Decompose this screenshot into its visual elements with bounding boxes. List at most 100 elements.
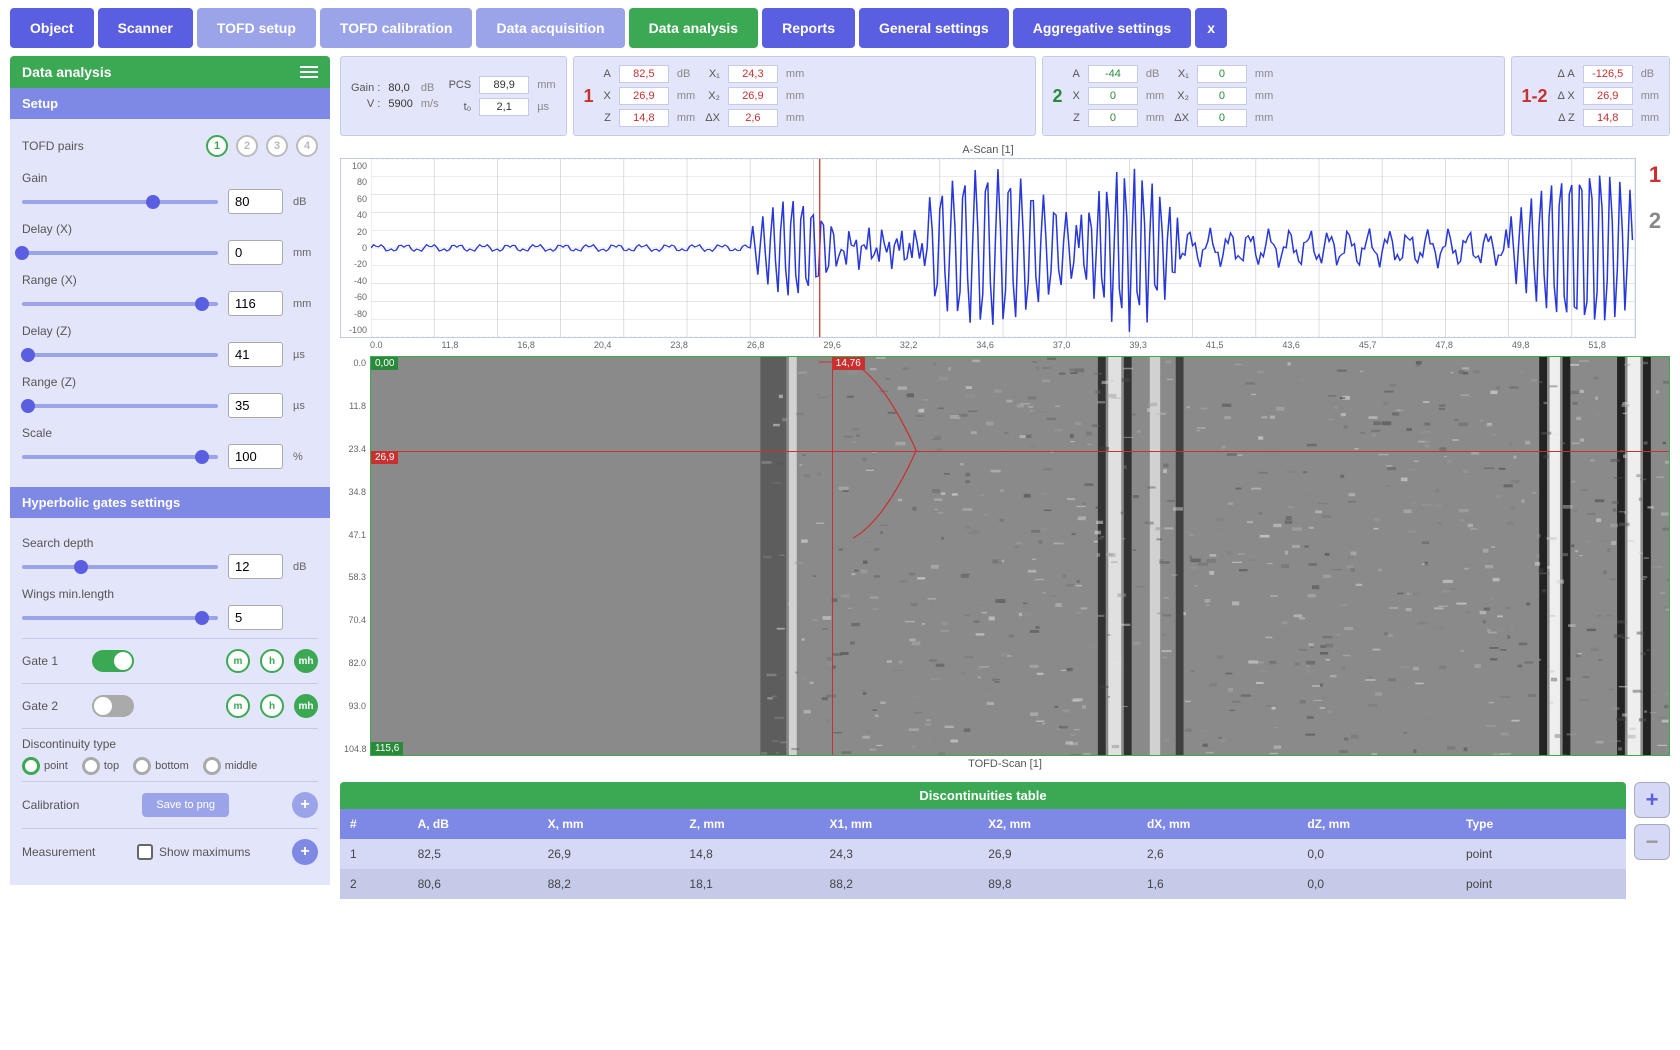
range_x-slider[interactable]	[22, 302, 218, 306]
disc-point-radio[interactable]	[22, 757, 40, 775]
set1-X: 26,9	[619, 87, 669, 105]
v-unit: m/s	[421, 98, 439, 110]
table-remove-button[interactable]: −	[1634, 824, 1670, 860]
table-row[interactable]: 280,688,218,188,289,81,60,0point	[340, 869, 1626, 899]
table-header	[1575, 809, 1626, 839]
nav-reports[interactable]: Reports	[762, 8, 855, 48]
nav-general-settings[interactable]: General settings	[859, 8, 1009, 48]
search-depth-input[interactable]	[228, 554, 283, 579]
params-box-set2: 2 A-44dB X0mm Z0mm X₁0mm X₂0mm ΔX0mm	[1042, 56, 1505, 136]
nav-scanner[interactable]: Scanner	[98, 8, 193, 48]
set2-Z: 0	[1088, 109, 1138, 127]
disc-bottom-label: bottom	[155, 760, 189, 772]
table-header: dZ, mm	[1297, 809, 1456, 839]
gate1-mh-button[interactable]: mh	[294, 649, 318, 673]
params-box-basic: Gain :80,0dB V :5900m/s PCS89,9mm t₀2,1µ…	[340, 56, 567, 136]
pair-4-button[interactable]: 4	[296, 135, 318, 157]
disc-bottom-radio[interactable]	[133, 757, 151, 775]
delay_x-unit: mm	[293, 247, 318, 259]
set1-X2: 26,9	[728, 87, 778, 105]
params-box-set12: 1-2 Δ A-126,5dB Δ X26,9mm Δ Z14,8mm	[1511, 56, 1670, 136]
cursor-2-button[interactable]: 2	[1640, 208, 1670, 234]
tofd-title: TOFD-Scan [1]	[340, 756, 1670, 772]
tofd-top-left-badge: 0,00	[371, 357, 398, 370]
range_z-slider[interactable]	[22, 404, 218, 408]
set12-dZ: 14,8	[1583, 109, 1633, 127]
calibration-label: Calibration	[22, 798, 79, 812]
gain-slider[interactable]	[22, 200, 218, 204]
nav-object[interactable]: Object	[10, 8, 94, 48]
nav-tofd-setup[interactable]: TOFD setup	[197, 8, 316, 48]
nav-data-analysis[interactable]: Data analysis	[629, 8, 759, 48]
crosshair-horizontal	[371, 451, 1669, 452]
wings-input[interactable]	[228, 605, 283, 630]
gate1-h-button[interactable]: h	[260, 649, 284, 673]
crosshair-vertical	[832, 357, 833, 755]
table-header: X1, mm	[820, 809, 979, 839]
set1-A: 82,5	[619, 65, 669, 83]
set12-dA: -126,5	[1583, 65, 1633, 83]
disc-middle-radio[interactable]	[203, 757, 221, 775]
gate2-toggle[interactable]	[92, 695, 134, 717]
v-value: 5900	[388, 98, 412, 110]
pair-2-button[interactable]: 2	[236, 135, 258, 157]
delay_z-input[interactable]	[228, 342, 283, 367]
content-area: Gain :80,0dB V :5900m/s PCS89,9mm t₀2,1µ…	[340, 56, 1670, 899]
set1-dX: 2,6	[728, 109, 778, 127]
ascan-chart[interactable]: 100806040200-20-40-60-80-100	[340, 158, 1636, 338]
wings-label: Wings min.length	[22, 587, 318, 601]
setup-header: Setup	[10, 88, 330, 119]
table-header: Z, mm	[679, 809, 819, 839]
discontinuities-table: Discontinuities table #A, dBX, mmZ, mmX1…	[340, 782, 1626, 899]
gate1-m-button[interactable]: m	[226, 649, 250, 673]
gain-unit: dB	[293, 196, 318, 208]
pcs-unit: mm	[537, 79, 555, 91]
table-row[interactable]: 182,526,914,824,326,92,60,0point	[340, 839, 1626, 869]
show-maximums-label: Show maximums	[159, 845, 250, 859]
save-png-button[interactable]: Save to png	[142, 793, 229, 817]
gate2-m-button[interactable]: m	[226, 694, 250, 718]
nav-aggregative-settings[interactable]: Aggregative settings	[1013, 8, 1191, 48]
set2-dX: 0	[1197, 109, 1247, 127]
table-header: X2, mm	[978, 809, 1137, 839]
measurement-add-button[interactable]: +	[292, 839, 318, 865]
delay_z-unit: µs	[293, 349, 318, 361]
scale-label: Scale	[22, 426, 318, 440]
table-add-button[interactable]: +	[1634, 782, 1670, 818]
range_z-unit: µs	[293, 400, 318, 412]
scale-input[interactable]	[228, 444, 283, 469]
cursor-1-button[interactable]: 1	[1640, 162, 1670, 188]
show-maximums-checkbox[interactable]	[137, 844, 153, 860]
hamburger-icon[interactable]	[300, 66, 318, 78]
gain-label: Gain :	[351, 82, 380, 94]
close-button[interactable]: x	[1195, 8, 1227, 48]
delay_z-slider[interactable]	[22, 353, 218, 357]
set1-X1: 24,3	[728, 65, 778, 83]
cursor-selector: 1 2	[1640, 142, 1670, 352]
table-header: A, dB	[408, 809, 538, 839]
wings-slider[interactable]	[22, 616, 218, 620]
gate2-h-button[interactable]: h	[260, 694, 284, 718]
tofd-scan[interactable]: 0.011.823.434.847.158.370.482.093.0104.8…	[340, 356, 1670, 756]
pcs-value[interactable]: 89,9	[479, 76, 529, 94]
scale-slider[interactable]	[22, 455, 218, 459]
delay_x-slider[interactable]	[22, 251, 218, 255]
gate2-mh-button[interactable]: mh	[294, 694, 318, 718]
search-depth-slider[interactable]	[22, 565, 218, 569]
gate1-toggle[interactable]	[92, 650, 134, 672]
calibration-add-button[interactable]: +	[292, 792, 318, 818]
range_x-input[interactable]	[228, 291, 283, 316]
nav-tofd-calibration[interactable]: TOFD calibration	[320, 8, 473, 48]
pair-1-button[interactable]: 1	[206, 135, 228, 157]
v-label: V :	[351, 98, 380, 110]
pair-3-button[interactable]: 3	[266, 135, 288, 157]
disc-top-label: top	[104, 760, 119, 772]
gain-input[interactable]	[228, 189, 283, 214]
t0-value[interactable]: 2,1	[479, 98, 529, 116]
range_z-input[interactable]	[228, 393, 283, 418]
disc-point-label: point	[44, 760, 68, 772]
delay_x-input[interactable]	[228, 240, 283, 265]
range_z-label: Range (Z)	[22, 375, 318, 389]
nav-data-acquisition[interactable]: Data acquisition	[476, 8, 624, 48]
disc-top-radio[interactable]	[82, 757, 100, 775]
